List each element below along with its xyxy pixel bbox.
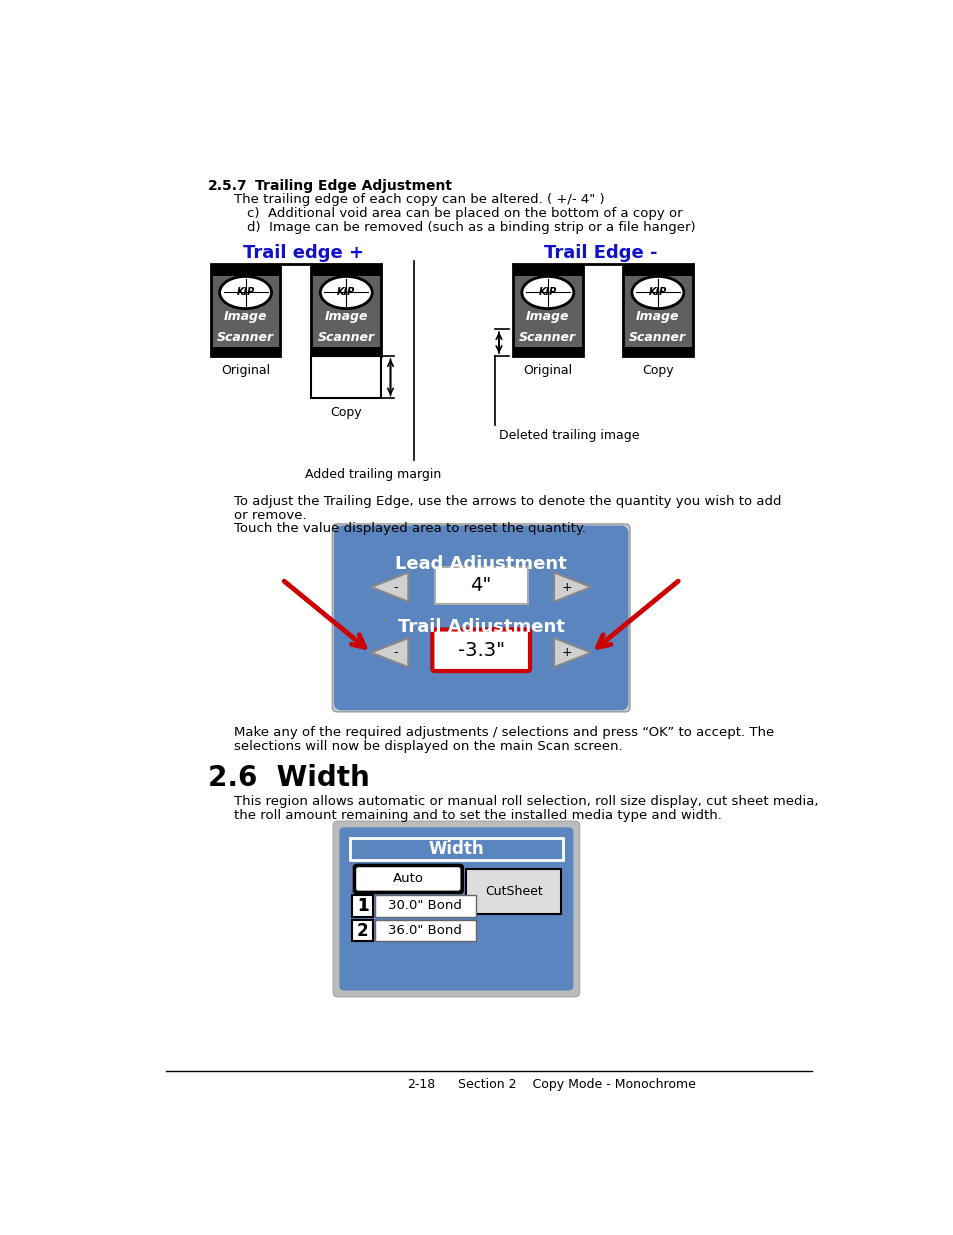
Text: Added trailing margin: Added trailing margin	[305, 468, 441, 480]
Bar	[311, 347, 381, 356]
Bar	[466, 869, 560, 914]
Text: selections will now be displayed on the main Scan screen.: selections will now be displayed on the …	[233, 740, 622, 752]
Text: Original: Original	[522, 364, 572, 377]
Polygon shape	[554, 638, 591, 667]
Ellipse shape	[521, 277, 573, 309]
Text: To adjust the Trailing Edge, use the arrows to denote the quantity you wish to a: To adjust the Trailing Edge, use the arr…	[233, 495, 781, 508]
Bar	[435, 567, 527, 604]
Text: Original: Original	[221, 364, 270, 377]
Text: Image: Image	[324, 310, 368, 322]
FancyBboxPatch shape	[432, 630, 530, 671]
Text: 2-18: 2-18	[407, 1078, 436, 1092]
Text: Scanner: Scanner	[629, 331, 686, 345]
Text: CutSheet: CutSheet	[484, 884, 542, 898]
Text: KIP: KIP	[648, 288, 666, 298]
Bar	[622, 347, 692, 356]
Bar	[622, 266, 692, 277]
Text: 36.0" Bond: 36.0" Bond	[388, 924, 462, 937]
Text: Scanner: Scanner	[518, 331, 576, 345]
Polygon shape	[371, 573, 408, 601]
Text: +: +	[561, 580, 572, 594]
Text: the roll amount remaining and to set the installed media type and width.: the roll amount remaining and to set the…	[233, 809, 721, 821]
Bar	[513, 266, 582, 356]
Bar	[311, 356, 381, 399]
Ellipse shape	[219, 277, 272, 309]
Text: Scanner: Scanner	[216, 331, 274, 345]
Text: 2.5.7: 2.5.7	[208, 179, 248, 193]
Text: -: -	[393, 580, 397, 594]
Text: Copy: Copy	[330, 406, 362, 419]
Text: 1: 1	[356, 897, 368, 915]
Bar	[350, 839, 562, 860]
Bar	[375, 895, 476, 916]
Ellipse shape	[631, 277, 683, 309]
Text: 2.6  Width: 2.6 Width	[208, 764, 370, 792]
Text: Image: Image	[525, 310, 569, 322]
Text: The trailing edge of each copy can be altered. ( +/- 4" ): The trailing edge of each copy can be al…	[233, 193, 604, 206]
Text: Section 2    Copy Mode - Monochrome: Section 2 Copy Mode - Monochrome	[457, 1078, 695, 1092]
Polygon shape	[371, 638, 408, 667]
Text: Make any of the required adjustments / selections and press “OK” to accept. The: Make any of the required adjustments / s…	[233, 726, 774, 739]
Text: 4": 4"	[470, 576, 492, 595]
Bar	[513, 347, 582, 356]
Text: Trail Adjustment: Trail Adjustment	[397, 618, 564, 636]
FancyBboxPatch shape	[332, 524, 629, 711]
Text: This region allows automatic or manual roll selection, roll size display, cut sh: This region allows automatic or manual r…	[233, 795, 818, 808]
Bar	[622, 266, 692, 356]
Bar	[211, 347, 280, 356]
Bar	[211, 266, 280, 356]
Bar	[513, 266, 582, 277]
Text: Width: Width	[428, 840, 484, 858]
Bar	[352, 920, 373, 941]
Text: Scanner: Scanner	[317, 331, 375, 345]
Text: -3.3": -3.3"	[457, 641, 504, 659]
Text: Image: Image	[636, 310, 679, 322]
Bar	[352, 895, 373, 916]
Text: -: -	[393, 646, 397, 659]
Text: Trail Edge -: Trail Edge -	[543, 245, 657, 263]
Text: d)  Image can be removed (such as a binding strip or a file hanger): d) Image can be removed (such as a bindi…	[247, 221, 695, 233]
Ellipse shape	[320, 277, 372, 309]
Polygon shape	[554, 573, 591, 601]
Bar	[211, 266, 280, 277]
Text: or remove.: or remove.	[233, 509, 306, 521]
FancyBboxPatch shape	[333, 821, 579, 997]
FancyBboxPatch shape	[334, 526, 628, 710]
FancyBboxPatch shape	[354, 864, 462, 893]
Bar	[311, 266, 381, 277]
Text: KIP: KIP	[336, 288, 355, 298]
Text: Lead Adjustment: Lead Adjustment	[395, 555, 566, 573]
Text: +: +	[561, 646, 572, 659]
Text: Trail edge +: Trail edge +	[243, 245, 364, 263]
Text: Image: Image	[224, 310, 267, 322]
Text: Touch the value displayed area to reset the quantity.: Touch the value displayed area to reset …	[233, 522, 585, 536]
Text: Trailing Edge Adjustment: Trailing Edge Adjustment	[254, 179, 452, 193]
Text: 1: 1	[356, 897, 368, 915]
FancyBboxPatch shape	[339, 827, 573, 990]
Text: 30.0" Bond: 30.0" Bond	[388, 899, 462, 913]
Text: Deleted trailing image: Deleted trailing image	[498, 430, 639, 442]
Text: KIP: KIP	[236, 288, 254, 298]
Text: Auto: Auto	[393, 872, 423, 885]
FancyBboxPatch shape	[355, 866, 461, 892]
Text: c)  Additional void area can be placed on the bottom of a copy or: c) Additional void area can be placed on…	[247, 206, 682, 220]
Text: Copy: Copy	[641, 364, 673, 377]
Bar	[311, 266, 381, 356]
Text: KIP: KIP	[538, 288, 557, 298]
Bar	[375, 920, 476, 941]
Text: 2: 2	[356, 921, 368, 940]
